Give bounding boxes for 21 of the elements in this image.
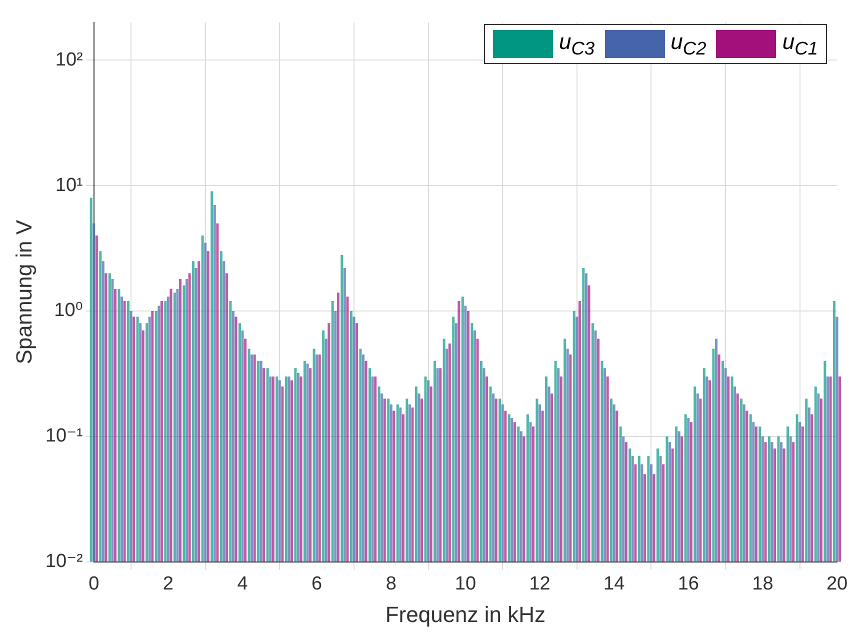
y-tick-label: 10⁻² (45, 551, 83, 572)
x-tick-label: 20 (826, 573, 848, 594)
x-tick-label: 0 (88, 573, 100, 594)
y-tick-label: 10² (55, 49, 83, 70)
y-axis-title: Spannung in V (11, 220, 36, 364)
legend-label: u$_{C2}$ (670, 29, 706, 60)
x-tick-label: 12 (529, 573, 550, 594)
y-tick-label: 10¹ (55, 174, 83, 196)
x-tick-label: 2 (162, 573, 174, 594)
x-axis-title: Frequenz in kHz (385, 602, 546, 627)
x-tick-label: 8 (386, 573, 396, 594)
y-tick-label: 10⁰ (54, 300, 83, 322)
x-tick-label: 6 (312, 573, 322, 594)
x-tick-label: 14 (603, 573, 626, 594)
x-tick-label: 18 (752, 573, 774, 594)
y-tick-label: 10⁻¹ (45, 426, 83, 447)
x-tick-label: 10 (454, 573, 476, 594)
legend-label: u$_{C3}$ (558, 29, 595, 60)
x-tick-label: 16 (678, 573, 699, 594)
legend-label: u$_{C1}$ (782, 29, 818, 60)
x-tick-label: 4 (237, 573, 248, 594)
